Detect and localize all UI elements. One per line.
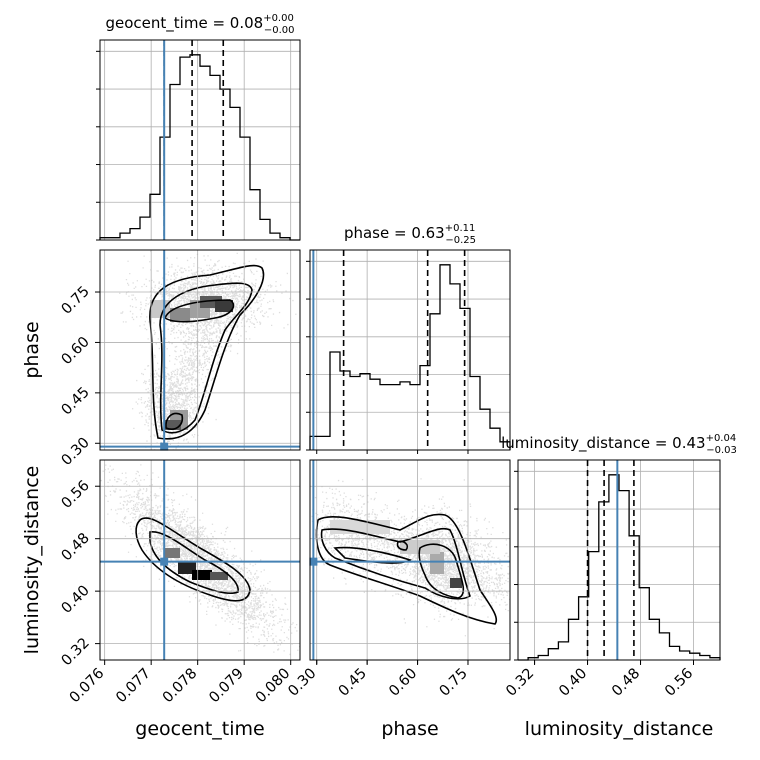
contour-distance-phase-inner <box>418 543 465 599</box>
y-tick-label: 0.32 <box>59 635 93 669</box>
title-upper-err: +0.11 <box>445 223 476 234</box>
contour-phase-time-core <box>165 412 184 430</box>
x-tick-label: 0.076 <box>67 666 108 707</box>
title-main: phase = 0.63 <box>344 224 445 242</box>
x-tick-label: 0.75 <box>437 666 471 700</box>
density-bin-distance-time <box>165 548 180 558</box>
histogram-luminosity_distance <box>518 474 721 661</box>
title-lower-err: −0.25 <box>445 235 476 246</box>
axes-layer: geocent_time = 0.08+0.00 −0.00 phase = 0.6… <box>21 13 737 740</box>
title-upper-err: +0.00 <box>263 13 294 24</box>
panel-title-luminosity_distance: luminosity_distance = 0.43+0.04 −0.03 <box>501 433 737 456</box>
density-bin-distance-time <box>210 572 228 580</box>
y-tick-label: 0.56 <box>59 478 93 512</box>
truth-marker <box>160 442 169 451</box>
title-upper-err: +0.04 <box>706 433 737 444</box>
y-tick-label: 0.45 <box>59 384 93 418</box>
histogram-phase <box>309 264 511 450</box>
contour-phase-time-inner <box>164 299 235 323</box>
panel-title-phase: phase = 0.63+0.11 −0.25 <box>344 223 476 246</box>
density-bin-phase-time <box>170 308 190 322</box>
density-bin-phase-time <box>165 420 181 430</box>
x-tick-label: 0.077 <box>113 666 154 707</box>
panel-geocent_time <box>99 39 301 241</box>
y-tick-label: 0.40 <box>59 583 93 617</box>
x-tick-label: 0.32 <box>503 666 537 700</box>
title-lower-err: −0.03 <box>706 445 737 456</box>
x-tick-label: 0.60 <box>386 666 420 700</box>
contour-distance-phase-inner2 <box>333 546 412 564</box>
truth-marker <box>309 557 318 566</box>
density-bin-phase-time <box>215 300 233 312</box>
title-main: geocent_time = 0.08 <box>106 14 264 33</box>
x-axis-label-phase: phase <box>381 718 438 740</box>
panel-luminosity_distance <box>517 459 721 661</box>
x-axis-label-luminosity_distance: luminosity_distance <box>525 718 714 740</box>
scatter-phase-vs-time <box>119 250 297 450</box>
y-axis-label-luminosity_distance: luminosity_distance <box>21 466 43 655</box>
y-tick-label: 0.48 <box>59 530 93 564</box>
y-tick-label: 0.30 <box>59 435 93 469</box>
x-tick-label: 0.45 <box>336 666 370 700</box>
panel-luminosity_distance-vs-geocent_time <box>99 459 301 661</box>
panel-title-geocent_time: geocent_time = 0.08+0.00 −0.00 <box>106 13 295 36</box>
panel-phase <box>309 249 511 451</box>
density-bin-distance-phase <box>450 578 462 588</box>
density-bin-distance-time <box>178 562 196 574</box>
density-layer <box>100 250 510 656</box>
contour-phase-time-outer <box>149 264 265 440</box>
x-tick-label: 0.079 <box>206 666 247 707</box>
contour-distance-phase-outer <box>315 513 498 625</box>
density-bin-distance-time <box>192 570 212 580</box>
x-tick-label: 0.30 <box>285 666 319 700</box>
panel-luminosity_distance-vs-phase <box>309 459 511 661</box>
scatter-distance-vs-phase <box>310 478 510 637</box>
contour-distance-time-inner <box>149 531 239 595</box>
panel-phase-vs-geocent_time <box>99 249 301 451</box>
x-axis-label-geocent_time: geocent_time <box>135 718 264 740</box>
x-tick-label: 0.40 <box>556 666 590 700</box>
y-tick-label: 0.60 <box>59 334 93 368</box>
truth-marker <box>160 557 169 566</box>
contour-phase-time-mid <box>159 282 253 434</box>
title-main: luminosity_distance = 0.43 <box>501 434 705 453</box>
contour-distance-phase-blob <box>396 540 409 551</box>
density-bin-distance-phase <box>430 552 444 574</box>
x-tick-label: 0.078 <box>160 666 201 707</box>
contour-distance-time-outer <box>135 517 251 602</box>
x-tick-label: 0.56 <box>662 666 696 700</box>
x-tick-label: 0.48 <box>609 666 643 700</box>
y-axis-label-phase: phase <box>21 321 43 378</box>
histogram-geocent_time <box>99 54 300 241</box>
y-tick-label: 0.75 <box>59 284 93 318</box>
title-lower-err: −0.00 <box>264 25 295 36</box>
